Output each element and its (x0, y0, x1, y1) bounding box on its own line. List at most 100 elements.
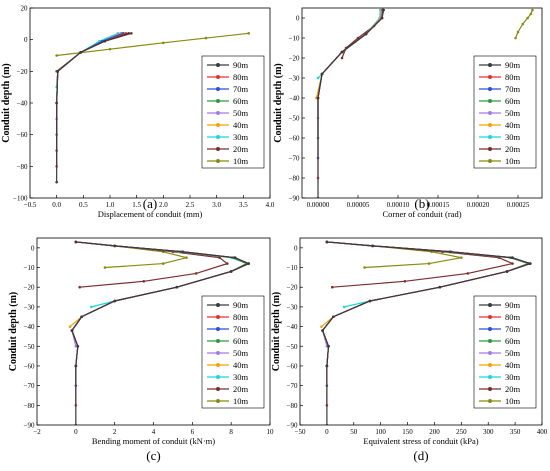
data-point-50m (74, 344, 78, 348)
data-point-30m (316, 76, 320, 80)
legend-marker-40m (488, 363, 492, 367)
panel-caption: (b) (414, 196, 429, 211)
data-point-90m (505, 270, 509, 273)
series-group (320, 240, 533, 425)
series-line-50m (56, 32, 122, 119)
data-point-90m (332, 315, 335, 319)
legend-label-80m: 80m (233, 72, 249, 82)
y-tick-label: −10 (287, 264, 298, 272)
data-point-10m (531, 8, 534, 12)
legend-label-10m: 10m (233, 396, 249, 406)
x-tick-label: 2.0 (159, 201, 168, 209)
y-tick-label: −70 (287, 382, 298, 390)
legend-marker-70m (488, 87, 492, 91)
data-point-90m (247, 262, 250, 265)
y-tick-label: −70 (24, 382, 35, 390)
y-tick-label: −20 (289, 55, 300, 63)
series-group (55, 32, 250, 184)
plot-frame (299, 237, 543, 426)
x-tick-label: 350 (510, 428, 521, 436)
legend-label-60m: 60m (505, 336, 521, 346)
y-tick-label: −30 (289, 75, 300, 83)
x-axis-label: Equivalent stress of conduit (kPa) (363, 436, 478, 446)
data-point-10m (529, 12, 533, 16)
data-point-10m (427, 262, 431, 265)
x-tick-label: −50 (295, 428, 306, 436)
legend-marker-30m (488, 135, 492, 139)
x-tick-label: 6 (191, 428, 195, 436)
legend-label-10m: 10m (505, 396, 521, 406)
x-tick-label: 4.0 (266, 201, 275, 209)
x-axis-label: Corner of conduit (rad) (382, 209, 461, 219)
x-tick-label: 0.00000 (307, 201, 330, 209)
series-line-90m (56, 32, 129, 183)
legend-marker-10m (488, 399, 492, 403)
legend: 90m 80m 70m 60m 50m 40m 30m 20m 10m (473, 295, 537, 409)
legend-marker-40m (216, 363, 220, 367)
legend-marker-70m (216, 327, 220, 331)
legend-label-80m: 80m (505, 312, 521, 322)
y-axis-label: Conduit depth (m) (271, 292, 282, 371)
legend-marker-20m (216, 387, 220, 391)
y-tick-label: 0 (24, 36, 28, 44)
x-tick-label: −0.5 (24, 201, 37, 209)
series-line-10m (75, 241, 187, 269)
legend-marker-20m (488, 147, 492, 151)
chart-panel-d: −50 0 50 100 150 200 250 300 350 400 −90 −80 −70 −60 −… (271, 237, 548, 463)
series-line-40m (315, 9, 382, 99)
x-tick-label: 200 (429, 428, 440, 436)
data-point-10m (108, 47, 112, 51)
data-point-20m (225, 262, 229, 265)
data-point-10m (247, 32, 250, 35)
data-point-90m (449, 250, 452, 254)
data-point-90m (74, 240, 78, 244)
x-axis-label: Displacement of conduit (mm) (98, 209, 203, 219)
y-tick-label: −10 (24, 264, 35, 272)
series-line-70m (317, 9, 384, 158)
x-tick-label: 0.00015 (427, 201, 450, 209)
data-point-90m (70, 329, 74, 332)
chart-panel-b: 0.00000 0.00005 0.00010 0.00015 0.00020 0.000… (273, 7, 543, 219)
x-tick-label: 100 (375, 428, 386, 436)
legend-label-90m: 90m (233, 60, 249, 70)
y-tick-label: −50 (287, 343, 298, 351)
legend-label-60m: 60m (505, 96, 521, 106)
legend-marker-60m (216, 99, 220, 103)
data-point-10m (460, 256, 463, 259)
x-tick-label: −2 (33, 428, 41, 436)
legend-label-10m: 10m (505, 156, 521, 166)
data-point-90m (175, 285, 179, 289)
x-tick-label: 0.00025 (507, 201, 530, 209)
data-point-20m (330, 285, 334, 289)
data-point-10m (161, 262, 165, 265)
series-line-30m (56, 32, 119, 88)
legend-label-80m: 80m (233, 312, 249, 322)
data-point-10m (516, 30, 520, 34)
series-line-80m (56, 32, 127, 167)
x-tick-label: 0.5 (79, 201, 88, 209)
series-line-70m (56, 32, 124, 151)
y-tick-label: −60 (24, 362, 35, 370)
series-line-10m (326, 241, 462, 269)
legend-marker-20m (488, 387, 492, 391)
legend-marker-30m (488, 375, 492, 379)
legend-label-40m: 40m (233, 360, 249, 370)
data-point-20m (356, 36, 360, 40)
x-tick-label: 1.0 (106, 201, 115, 209)
legend-label-70m: 70m (505, 324, 521, 334)
x-tick-label: 0.0 (52, 201, 61, 209)
data-point-20m (403, 280, 407, 283)
data-point-90m (127, 32, 130, 35)
legend-label-70m: 70m (233, 324, 249, 334)
data-point-90m (316, 196, 320, 198)
series-group (68, 240, 251, 425)
data-point-90m (325, 364, 329, 368)
legend-label-50m: 50m (505, 348, 521, 358)
series-line-20m (341, 9, 384, 59)
legend-marker-80m (488, 75, 492, 79)
data-point-90m (438, 285, 442, 289)
data-point-90m (511, 256, 514, 259)
data-point-90m (321, 329, 324, 332)
legend-marker-60m (216, 339, 220, 343)
